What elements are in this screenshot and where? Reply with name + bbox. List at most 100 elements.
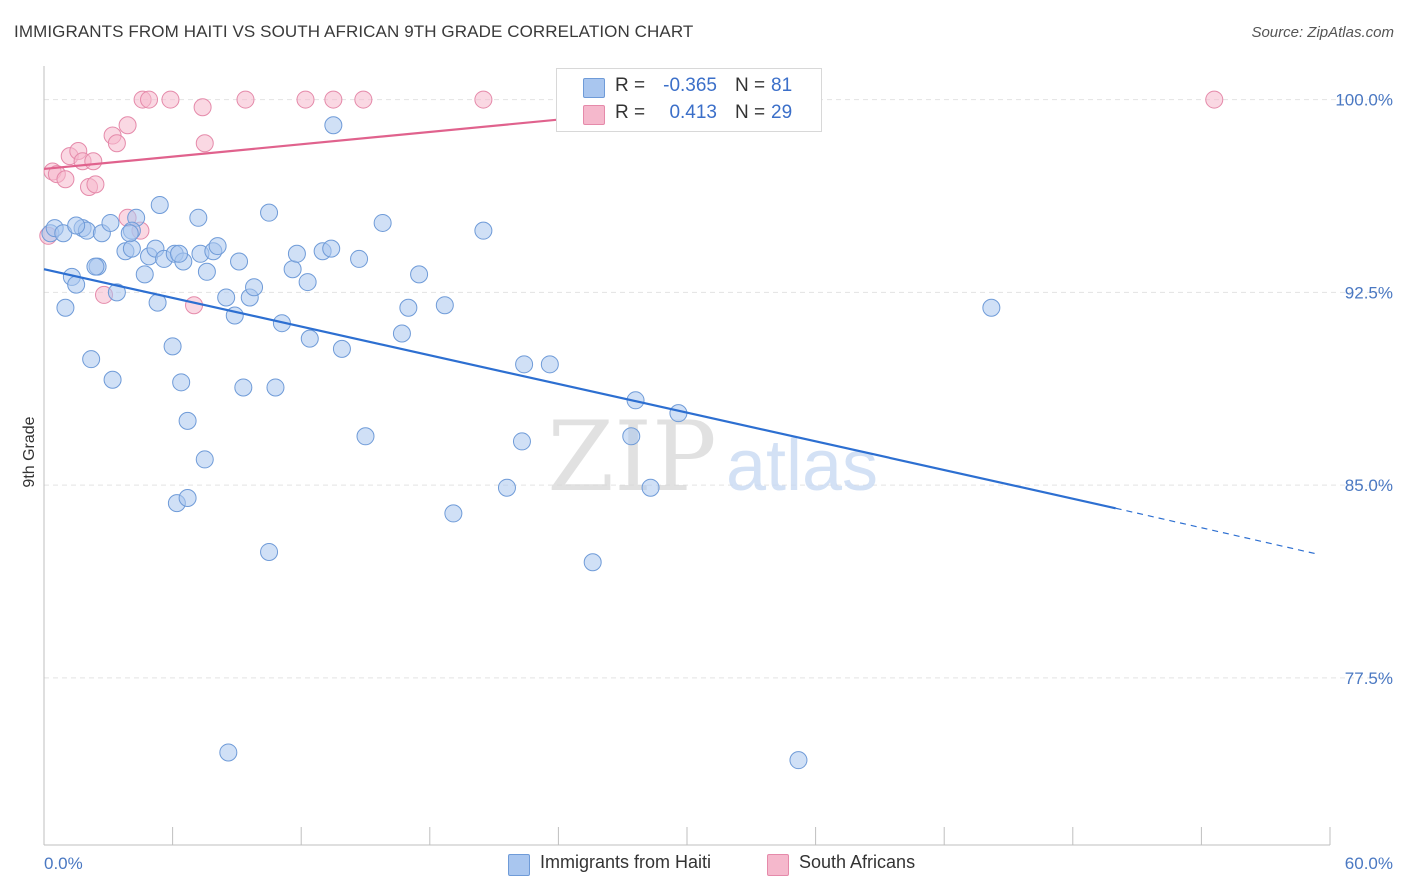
south-africans-point xyxy=(84,152,103,171)
haiti-point xyxy=(195,450,214,469)
haiti-point xyxy=(622,427,641,446)
axes xyxy=(43,66,1331,846)
haiti-point xyxy=(189,208,208,227)
correlation-legend: R = -0.365 N = 81 R = 0.413 N = 29 xyxy=(556,68,822,132)
haiti-point xyxy=(298,273,317,292)
haiti-point xyxy=(172,373,191,392)
tick-labels: 100.0% 92.5% 85.0% 77.5% 0.0% 60.0% xyxy=(44,91,1393,873)
source-label: Source: ZipAtlas.com xyxy=(1251,24,1394,41)
haiti-point xyxy=(163,337,182,356)
haiti-point xyxy=(234,378,253,397)
haiti-point xyxy=(101,213,120,232)
bottom-legend-label-haiti: Immigrants from Haiti xyxy=(540,852,712,872)
legend-n-value: 81 xyxy=(771,75,793,96)
legend-n-value: 29 xyxy=(771,102,793,123)
haiti-point xyxy=(332,339,351,358)
south-africans-point xyxy=(118,116,137,135)
haiti-point xyxy=(373,213,392,232)
haiti-point xyxy=(266,378,285,397)
south-africans-point xyxy=(56,170,75,189)
south-africans-point xyxy=(161,90,180,109)
haiti-trend-line xyxy=(43,268,1116,510)
south-africans-point xyxy=(140,90,159,109)
haiti-point xyxy=(122,239,141,258)
haiti-point xyxy=(435,296,454,315)
y-tick-label: 92.5% xyxy=(1345,283,1393,302)
haiti-trend-extension xyxy=(1115,507,1320,556)
south-africans-point xyxy=(474,90,493,109)
haiti-point xyxy=(107,283,126,302)
haiti-point xyxy=(283,260,302,279)
haiti-point xyxy=(86,257,105,276)
legend-row-south-africans: R = 0.413 N = 29 xyxy=(557,100,821,128)
haiti-point xyxy=(56,298,75,317)
haiti-point xyxy=(512,432,531,451)
haiti-point xyxy=(515,355,534,374)
haiti-point xyxy=(82,350,101,369)
haiti-point xyxy=(641,478,660,497)
haiti-point xyxy=(540,355,559,374)
south-africans-point xyxy=(236,90,255,109)
legend-r-label: R = xyxy=(615,75,646,96)
haiti-point xyxy=(300,329,319,348)
haiti-point xyxy=(410,265,429,284)
haiti-point xyxy=(178,411,197,430)
y-axis-label: 9th Grade xyxy=(21,416,38,487)
y-tick-label: 100.0% xyxy=(1335,91,1393,110)
legend-swatch-haiti xyxy=(583,78,605,98)
haiti-point xyxy=(583,553,602,572)
legend-swatch-south-africans xyxy=(583,105,605,125)
south-africans-point xyxy=(195,134,214,153)
bottom-legend-label-south-africans: South Africans xyxy=(799,852,916,872)
y-tick-label: 85.0% xyxy=(1345,476,1393,495)
south-africans-point xyxy=(354,90,373,109)
haiti-point xyxy=(444,504,463,523)
haiti-point xyxy=(260,542,279,561)
haiti-point xyxy=(178,488,197,507)
haiti-point xyxy=(982,298,1001,317)
haiti-point xyxy=(260,203,279,222)
haiti-point xyxy=(120,224,139,243)
x-tick-label: 0.0% xyxy=(44,854,83,873)
haiti-point xyxy=(150,195,169,214)
legend-r-label: R = xyxy=(615,102,646,123)
bottom-legend-swatch-haiti xyxy=(508,854,530,876)
haiti-point xyxy=(230,252,249,271)
south-africans-point xyxy=(193,98,212,117)
legend-r-value: -0.365 xyxy=(663,75,717,96)
chart-title: IMMIGRANTS FROM HAITI VS SOUTH AFRICAN 9… xyxy=(14,22,694,41)
south-africans-point xyxy=(107,134,126,153)
haiti-point xyxy=(392,324,411,343)
y-tick-label: 77.5% xyxy=(1345,669,1393,688)
south-africans-point xyxy=(296,90,315,109)
south-africans-point xyxy=(324,90,343,109)
haiti-point xyxy=(497,478,516,497)
legend-n-label: N = xyxy=(735,75,766,96)
haiti-point xyxy=(103,370,122,389)
haiti-points xyxy=(41,98,1001,770)
haiti-point xyxy=(474,221,493,240)
legend-row-haiti: R = -0.365 N = 81 xyxy=(557,73,821,101)
haiti-point xyxy=(67,216,86,235)
south-africans-point xyxy=(1205,90,1224,109)
haiti-point xyxy=(322,239,341,258)
legend-r-value: 0.413 xyxy=(669,102,717,123)
haiti-point xyxy=(399,298,418,317)
haiti-point xyxy=(219,743,238,762)
watermark-zip: ZIP xyxy=(547,401,716,513)
legend-n-label: N = xyxy=(735,102,766,123)
watermark: ZIP atlas xyxy=(547,401,878,513)
haiti-point xyxy=(324,116,343,135)
haiti-point xyxy=(789,751,808,770)
haiti-point xyxy=(208,237,227,256)
haiti-point xyxy=(135,265,154,284)
south-africans-point xyxy=(185,296,204,315)
haiti-point xyxy=(287,244,306,263)
x-tick-label: 60.0% xyxy=(1345,854,1393,873)
south-africans-point xyxy=(86,175,105,194)
haiti-point xyxy=(245,278,264,297)
haiti-point xyxy=(170,244,189,263)
haiti-point xyxy=(350,249,369,268)
haiti-point xyxy=(197,262,216,281)
